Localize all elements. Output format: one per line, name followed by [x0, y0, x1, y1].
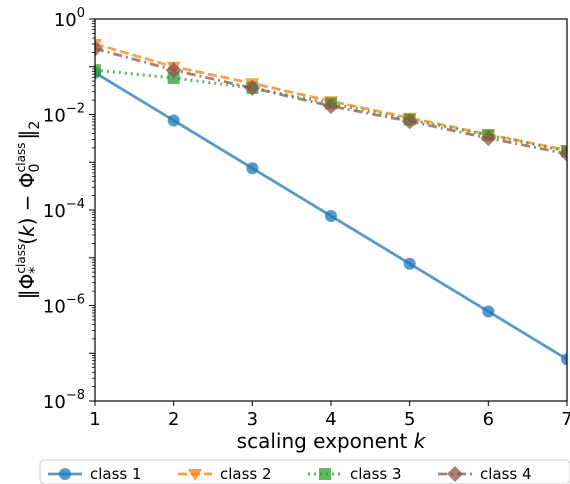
- data-point: [480, 130, 497, 147]
- y-axis-label: ‖Φclass*(k) − Φclass0‖2: [14, 121, 43, 300]
- data-point: [325, 209, 337, 222]
- y-tick-label: 10−2: [43, 102, 85, 127]
- legend-label: class 4: [480, 465, 532, 483]
- x-tick-label: 1: [89, 409, 100, 430]
- data-point: [403, 257, 416, 270]
- data-point: [95, 64, 101, 77]
- data-point: [167, 114, 180, 127]
- x-tick-label: 3: [247, 409, 258, 430]
- data-point: [482, 305, 495, 318]
- data-point: [95, 40, 103, 57]
- legend-marker: [59, 468, 71, 480]
- legend-item: class 2: [178, 465, 272, 483]
- legend: class 1 class 2 class 3 class 4: [39, 459, 570, 484]
- data-point: [561, 353, 567, 366]
- data-point: [323, 98, 339, 115]
- series-4: [95, 40, 567, 162]
- legend-item: class 4: [438, 465, 532, 483]
- legend-item: class 1: [48, 465, 142, 483]
- legend-box: [39, 459, 570, 484]
- x-tick-label: 6: [483, 409, 494, 430]
- x-tick-label: 4: [325, 409, 336, 430]
- series-1: [95, 66, 567, 366]
- legend-label: class 3: [350, 465, 402, 483]
- legend-marker: [319, 468, 331, 480]
- x-tick-label: 7: [561, 409, 570, 430]
- y-tick-label: 10−4: [43, 197, 85, 222]
- data-point: [559, 145, 567, 162]
- legend-item: class 3: [308, 465, 402, 483]
- svg-text:‖Φclass*(k) − Φclass0‖2: ‖Φclass*(k) − Φclass0‖2: [14, 121, 43, 300]
- data-point: [401, 113, 418, 130]
- legend-marker: [188, 469, 202, 481]
- y-tick-label: 100: [54, 6, 85, 31]
- x-tick-label: 5: [404, 409, 415, 430]
- y-tick-label: 10−6: [43, 293, 85, 318]
- legend-label: class 2: [220, 465, 272, 483]
- legend-label: class 1: [90, 465, 142, 483]
- y-tick-label: 10−8: [43, 388, 85, 413]
- data-point: [244, 79, 261, 96]
- data-point: [246, 162, 259, 175]
- x-axis-label: scaling exponent k: [237, 429, 427, 453]
- data-point: [165, 62, 182, 79]
- legend-marker: [447, 466, 463, 482]
- x-tick-label: 2: [168, 409, 179, 430]
